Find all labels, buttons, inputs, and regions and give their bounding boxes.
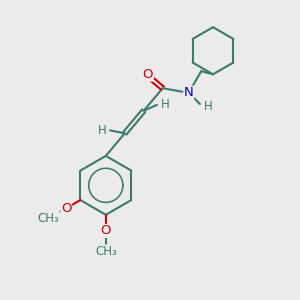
Text: CH₃: CH₃ — [95, 245, 117, 258]
Text: H: H — [203, 100, 212, 113]
Text: CH₃: CH₃ — [38, 212, 59, 225]
Text: O: O — [143, 68, 153, 81]
Text: O: O — [100, 224, 111, 238]
Text: O: O — [61, 202, 72, 215]
Text: N: N — [184, 86, 194, 99]
Text: H: H — [98, 124, 106, 137]
Text: H: H — [160, 98, 169, 111]
